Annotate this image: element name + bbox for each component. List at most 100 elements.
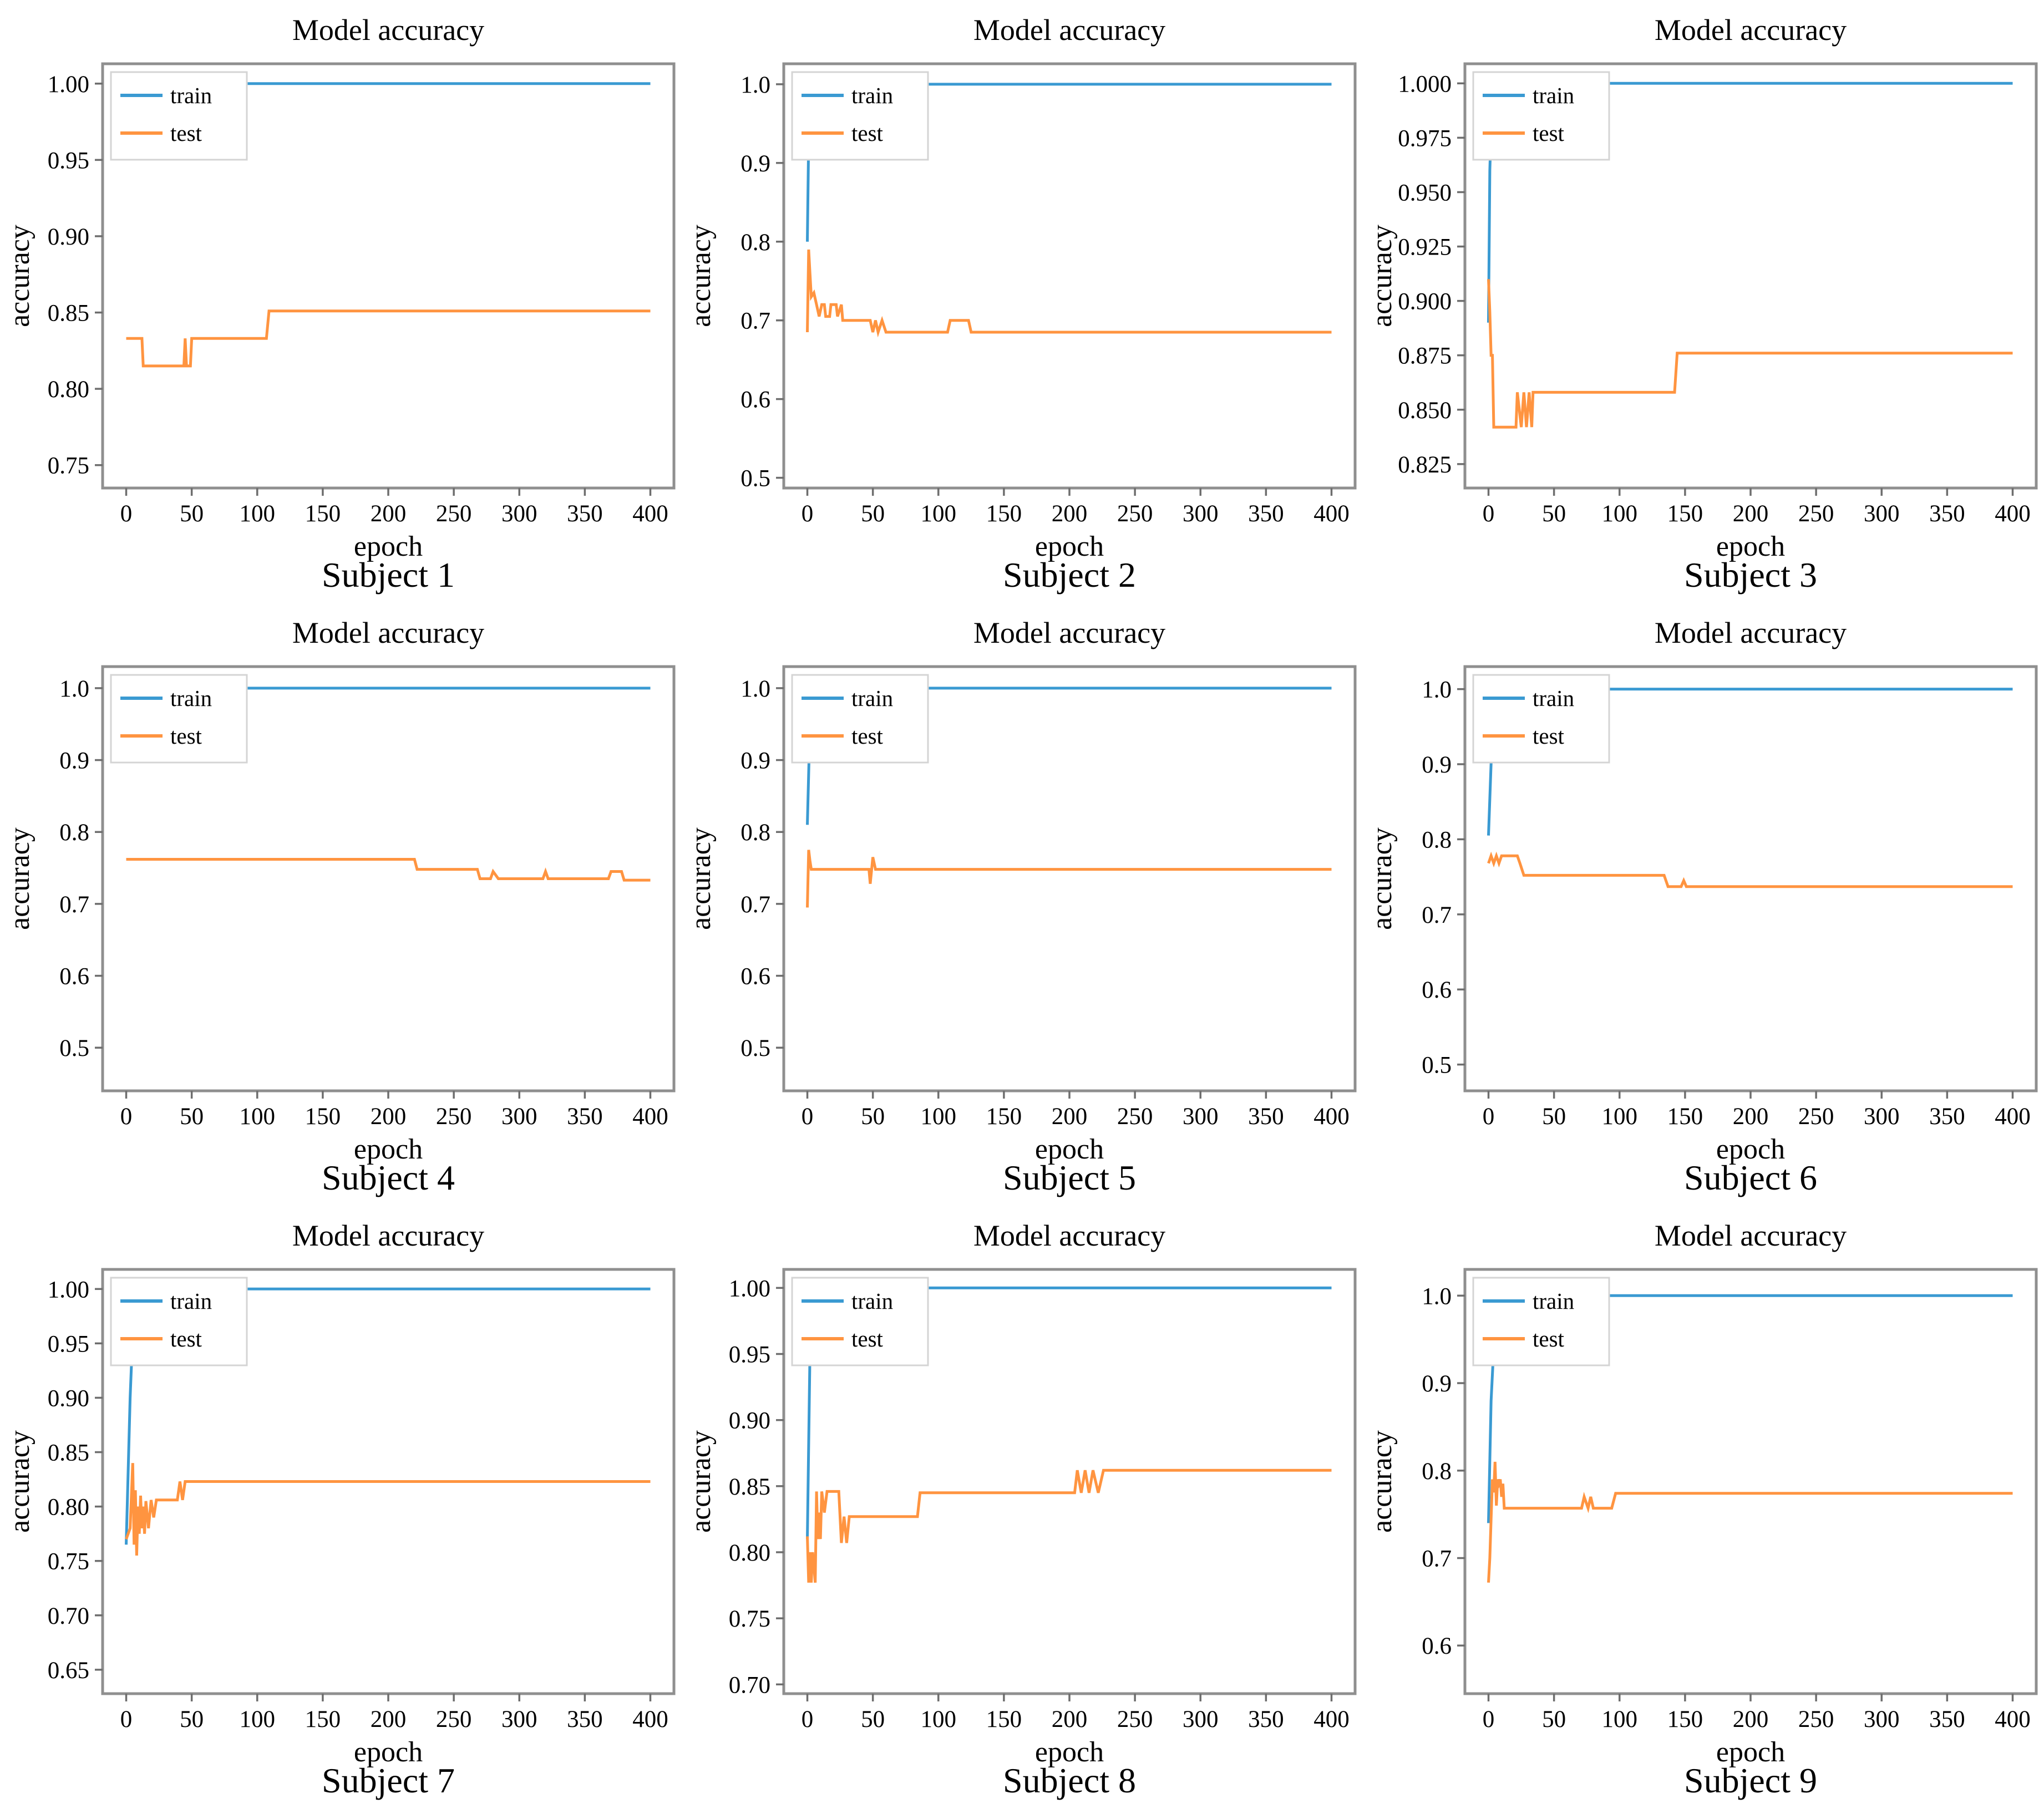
plot-svg: Model accuracy 0 50 100 150 200 250 300 350 400 0.… <box>681 603 1362 1206</box>
chart-title: Model accuracy <box>973 616 1165 649</box>
legend-box <box>1472 674 1610 764</box>
x-tick-label: 50 <box>180 1104 204 1130</box>
y-tick-label: 0.8 <box>740 820 770 846</box>
chart-panel-subject-3: Model accuracy 0 50 100 150 200 250 300 350 400 0.… <box>1362 0 2043 603</box>
x-tick-label: 50 <box>1542 1706 1566 1732</box>
test-line <box>806 850 1332 908</box>
x-tick-label: 350 <box>567 1706 603 1732</box>
x-tick-label: 0 <box>1483 501 1495 527</box>
x-axis: 0 50 100 150 200 250 300 350 400 <box>120 1694 668 1732</box>
legend: train test <box>1472 1277 1610 1366</box>
x-tick-label: 400 <box>1995 1104 2031 1130</box>
x-tick-label: 350 <box>1248 1104 1284 1130</box>
legend-box <box>1472 71 1610 161</box>
y-tick-label: 0.8 <box>1422 827 1452 853</box>
y-axis: 0.5 0.6 0.7 0.8 0.9 1.0 <box>59 676 103 1061</box>
legend-test-label: test <box>851 1326 884 1351</box>
x-axis: 0 50 100 150 200 250 300 350 400 <box>120 1091 668 1130</box>
y-tick-label: 0.900 <box>1398 289 1452 315</box>
y-tick-label: 1.0 <box>740 676 770 702</box>
x-tick-label: 200 <box>1052 1104 1088 1130</box>
legend-train-label: train <box>170 685 212 711</box>
y-tick-label: 0.85 <box>48 1440 89 1466</box>
y-tick-label: 0.80 <box>48 377 89 403</box>
y-tick-label: 1.00 <box>48 1277 89 1303</box>
x-tick-label: 50 <box>180 501 204 527</box>
x-tick-label: 100 <box>1602 1706 1638 1732</box>
x-tick-label: 150 <box>1667 1706 1703 1732</box>
x-tick-label: 100 <box>240 1706 276 1732</box>
y-tick-label: 0.825 <box>1398 452 1452 478</box>
x-tick-label: 250 <box>436 1104 472 1130</box>
x-tick-label: 50 <box>1542 501 1566 527</box>
x-tick-label: 150 <box>986 1104 1022 1130</box>
y-tick-label: 0.6 <box>740 387 770 413</box>
x-tick-label: 200 <box>1052 501 1088 527</box>
x-axis-label: epoch <box>1035 531 1104 562</box>
y-tick-label: 1.0 <box>1422 677 1452 703</box>
legend-train-label: train <box>1533 83 1574 108</box>
chart-caption: Subject 9 <box>1684 1761 1817 1800</box>
x-axis: 0 50 100 150 200 250 300 350 400 <box>120 488 668 527</box>
x-tick-label: 300 <box>1183 501 1219 527</box>
chart-panel-subject-2: Model accuracy 0 50 100 150 200 250 300 350 400 0.… <box>681 0 1362 603</box>
test-line <box>806 1468 1332 1583</box>
y-tick-label: 0.9 <box>1422 752 1452 778</box>
x-axis-label: epoch <box>1716 1134 1785 1165</box>
x-tick-label: 350 <box>1248 1706 1284 1732</box>
y-tick-label: 0.95 <box>729 1342 770 1368</box>
plot-svg: Model accuracy 0 50 100 150 200 250 300 350 400 0.… <box>681 0 1362 603</box>
x-tick-label: 250 <box>436 1706 472 1732</box>
y-axis-label: accuracy <box>685 225 717 327</box>
y-tick-label: 0.7 <box>740 892 770 918</box>
x-tick-label: 350 <box>1929 1104 1965 1130</box>
x-tick-label: 50 <box>861 501 885 527</box>
y-tick-label: 0.90 <box>48 224 89 250</box>
y-tick-label: 0.70 <box>729 1672 770 1698</box>
test-line <box>1487 851 2013 888</box>
x-tick-label: 0 <box>120 1706 133 1732</box>
y-axis: 0.5 0.6 0.7 0.8 0.9 1.0 <box>740 676 784 1061</box>
legend-test-label: test <box>170 723 202 749</box>
y-tick-label: 0.7 <box>1422 1546 1452 1572</box>
legend-test-label: test <box>170 120 202 146</box>
x-tick-label: 350 <box>567 501 603 527</box>
legend-box <box>1472 1277 1610 1366</box>
legend: train test <box>1472 71 1610 161</box>
y-tick-label: 0.5 <box>59 1035 89 1061</box>
chart-title: Model accuracy <box>973 13 1165 47</box>
x-tick-label: 0 <box>120 501 133 527</box>
chart-caption: Subject 3 <box>1684 555 1817 594</box>
y-tick-label: 0.95 <box>48 1331 89 1357</box>
chart-panel-subject-7: Model accuracy 0 50 100 150 200 250 300 350 400 0.… <box>0 1206 681 1808</box>
y-tick-label: 1.0 <box>1422 1283 1452 1309</box>
legend-train-label: train <box>170 1288 212 1314</box>
chart-caption: Subject 2 <box>1003 555 1136 594</box>
x-tick-label: 200 <box>1733 1104 1769 1130</box>
y-tick-label: 0.70 <box>48 1603 89 1629</box>
y-tick-label: 0.8 <box>740 230 770 256</box>
legend-box <box>110 1277 248 1366</box>
chart-panel-subject-6: Model accuracy 0 50 100 150 200 250 300 350 400 0.… <box>1362 603 2043 1206</box>
y-tick-label: 0.850 <box>1398 398 1452 424</box>
y-tick-label: 0.975 <box>1398 125 1452 151</box>
test-line <box>1487 279 2013 429</box>
x-tick-label: 350 <box>567 1104 603 1130</box>
x-axis: 0 50 100 150 200 250 300 350 400 <box>802 1694 1350 1732</box>
x-tick-label: 100 <box>240 501 276 527</box>
chart-caption: Subject 7 <box>322 1761 455 1800</box>
y-tick-label: 0.8 <box>1422 1459 1452 1485</box>
legend-test-label: test <box>1533 120 1565 146</box>
x-axis-label: epoch <box>1035 1134 1104 1165</box>
test-line <box>806 249 1332 338</box>
x-tick-label: 100 <box>1602 1104 1638 1130</box>
y-tick-label: 1.0 <box>740 72 770 98</box>
y-tick-label: 0.75 <box>48 1549 89 1575</box>
x-tick-label: 350 <box>1248 501 1284 527</box>
legend-test-label: test <box>851 723 884 749</box>
x-tick-label: 0 <box>802 501 814 527</box>
chart-caption: Subject 4 <box>322 1158 455 1197</box>
y-tick-label: 0.80 <box>48 1495 89 1521</box>
plot-svg: Model accuracy 0 50 100 150 200 250 300 350 400 0.… <box>1362 0 2043 603</box>
y-axis-label: accuracy <box>4 1430 35 1533</box>
